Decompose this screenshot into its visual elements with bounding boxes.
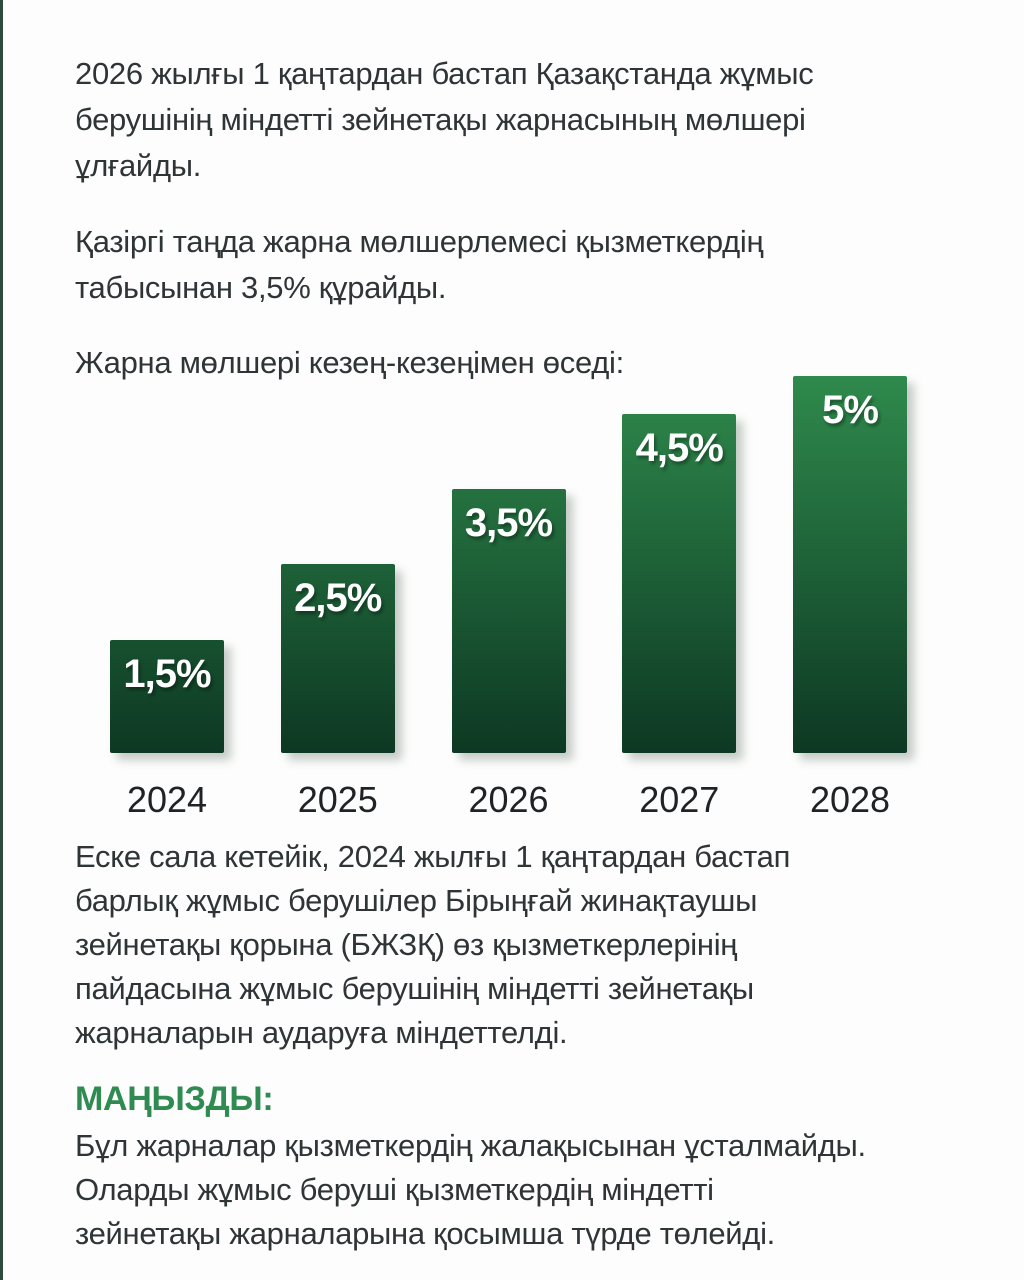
bar-2028: 5% [793, 376, 907, 753]
reminder-paragraph: Еске сала кетейік, 2024 жылғы 1 қаңтарда… [75, 839, 791, 1050]
bar-value-label-2027: 4,5% [635, 426, 724, 470]
year-label-2024: 2024 [126, 779, 208, 820]
bar-2026: 3,5% [451, 489, 566, 753]
contribution-rate-bar-chart: 1,5% 2,5% 3,5% 4,5% 5% 2024 2025 2026 2027 2028 [110, 376, 907, 821]
bar-value-label-2024: 1,5% [123, 652, 211, 696]
important-heading: МАҢЫЗДЫ: [75, 1080, 274, 1118]
chart-bars-row: 1,5% 2,5% 3,5% 4,5% 5% [110, 376, 907, 753]
intro-paragraph: 2026 жылғы 1 қаңтардан бастап Қазақстанд… [75, 56, 814, 183]
important-paragraph: Бұл жарналар қызметкердің жалақысынан ұс… [75, 1128, 866, 1251]
chart-year-labels-row: 2024 2025 2026 2027 2028 [110, 779, 907, 821]
year-label-2026: 2026 [468, 779, 549, 820]
bar-2025: 2,5% [280, 564, 395, 753]
bar-2027: 4,5% [622, 414, 737, 753]
chart-title: Жарна мөлшері кезең-кезеңімен өседі: [75, 345, 624, 380]
left-edge-stripe [0, 0, 3, 1280]
bar-2024: 1,5% [110, 640, 224, 753]
bar-value-label-2026: 3,5% [464, 501, 553, 545]
bar-value-label-2025: 2,5% [294, 576, 382, 620]
year-label-2028: 2028 [809, 779, 891, 820]
year-label-2025: 2025 [297, 779, 378, 820]
year-label-2027: 2027 [639, 779, 720, 820]
current-rate-paragraph: Қазіргі таңда жарна мөлшерлемесі қызметк… [75, 224, 764, 305]
bar-value-label-2028: 5% [822, 388, 879, 432]
